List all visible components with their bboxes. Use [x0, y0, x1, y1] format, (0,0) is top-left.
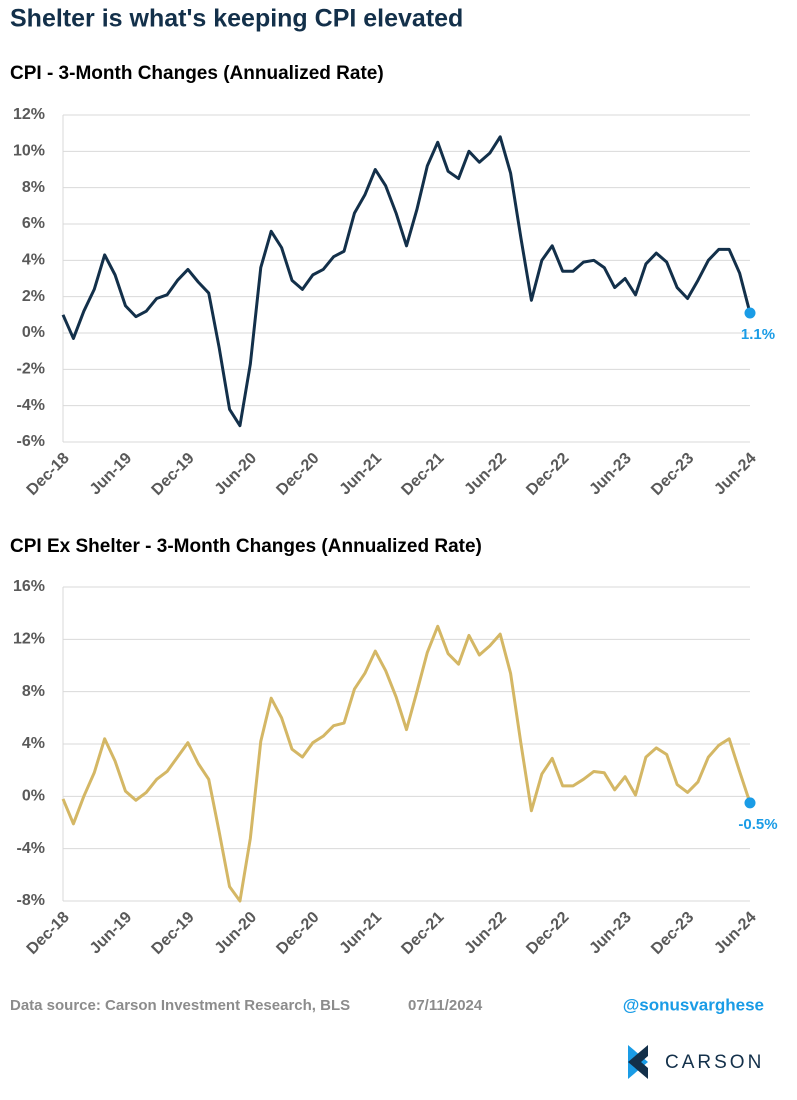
logo-text: CARSON [665, 1052, 764, 1073]
x-tick-label: Jun-24 [711, 450, 760, 499]
x-tick-label: Dec-23 [648, 450, 697, 499]
page-title: Shelter is what's keeping CPI elevated [10, 5, 463, 33]
y-tick-label: 2% [22, 288, 45, 305]
y-tick-label: 16% [13, 578, 45, 595]
x-tick-label: Jun-19 [87, 909, 136, 958]
x-tick-label: Jun-23 [586, 450, 635, 499]
y-tick-label: 12% [13, 631, 45, 648]
y-tick-label: 8% [22, 179, 45, 196]
value-label: -0.5% [738, 816, 777, 833]
chart-title: CPI - 3-Month Changes (Annualized Rate) [10, 63, 384, 84]
handle: @sonusvarghese [623, 995, 764, 1014]
data-line [61, 135, 752, 428]
x-tick-label: Jun-21 [337, 909, 386, 958]
x-tick-label: Dec-22 [523, 909, 572, 958]
x-tick-label: Dec-19 [149, 450, 198, 499]
x-tick-label: Jun-22 [462, 909, 511, 958]
end-point [744, 307, 756, 319]
y-tick-label: 0% [22, 324, 45, 341]
logo-mark [628, 1045, 648, 1079]
x-tick-label: Dec-20 [273, 909, 322, 958]
x-tick-label: Jun-20 [212, 909, 261, 958]
y-tick-label: -6% [17, 433, 45, 450]
y-tick-label: 4% [22, 252, 45, 269]
y-tick-label: 4% [22, 735, 45, 752]
y-tick-label: -2% [17, 361, 45, 378]
x-tick-label: Jun-22 [462, 450, 511, 499]
x-tick-label: Dec-21 [398, 909, 447, 958]
y-tick-label: 6% [22, 215, 45, 232]
x-tick-label: Dec-19 [149, 909, 198, 958]
x-tick-label: Dec-23 [648, 909, 697, 958]
y-tick-label: -4% [17, 840, 45, 857]
y-tick-label: 10% [13, 143, 45, 160]
y-tick-label: -8% [17, 892, 45, 909]
x-tick-label: Jun-21 [337, 450, 386, 499]
x-tick-label: Jun-19 [87, 450, 136, 499]
x-tick-label: Dec-21 [398, 450, 447, 499]
y-tick-label: 12% [13, 106, 45, 123]
x-tick-label: Jun-23 [586, 909, 635, 958]
data-line [61, 624, 752, 903]
y-tick-label: -4% [17, 397, 45, 414]
x-tick-label: Jun-20 [212, 450, 261, 499]
x-tick-label: Dec-22 [523, 450, 572, 499]
value-label: 1.1% [741, 326, 775, 343]
date-note: 07/11/2024 [408, 997, 483, 1014]
x-tick-label: Jun-24 [711, 909, 760, 958]
y-tick-label: 8% [22, 683, 45, 700]
x-tick-label: Dec-20 [273, 450, 322, 499]
y-tick-label: 0% [22, 788, 45, 805]
x-tick-label: Dec-18 [24, 450, 73, 499]
chart-title: CPI Ex Shelter - 3-Month Changes (Annual… [10, 536, 482, 557]
source-note: Data source: Carson Investment Research,… [10, 997, 350, 1014]
x-tick-label: Dec-18 [24, 909, 73, 958]
end-point [744, 797, 756, 809]
